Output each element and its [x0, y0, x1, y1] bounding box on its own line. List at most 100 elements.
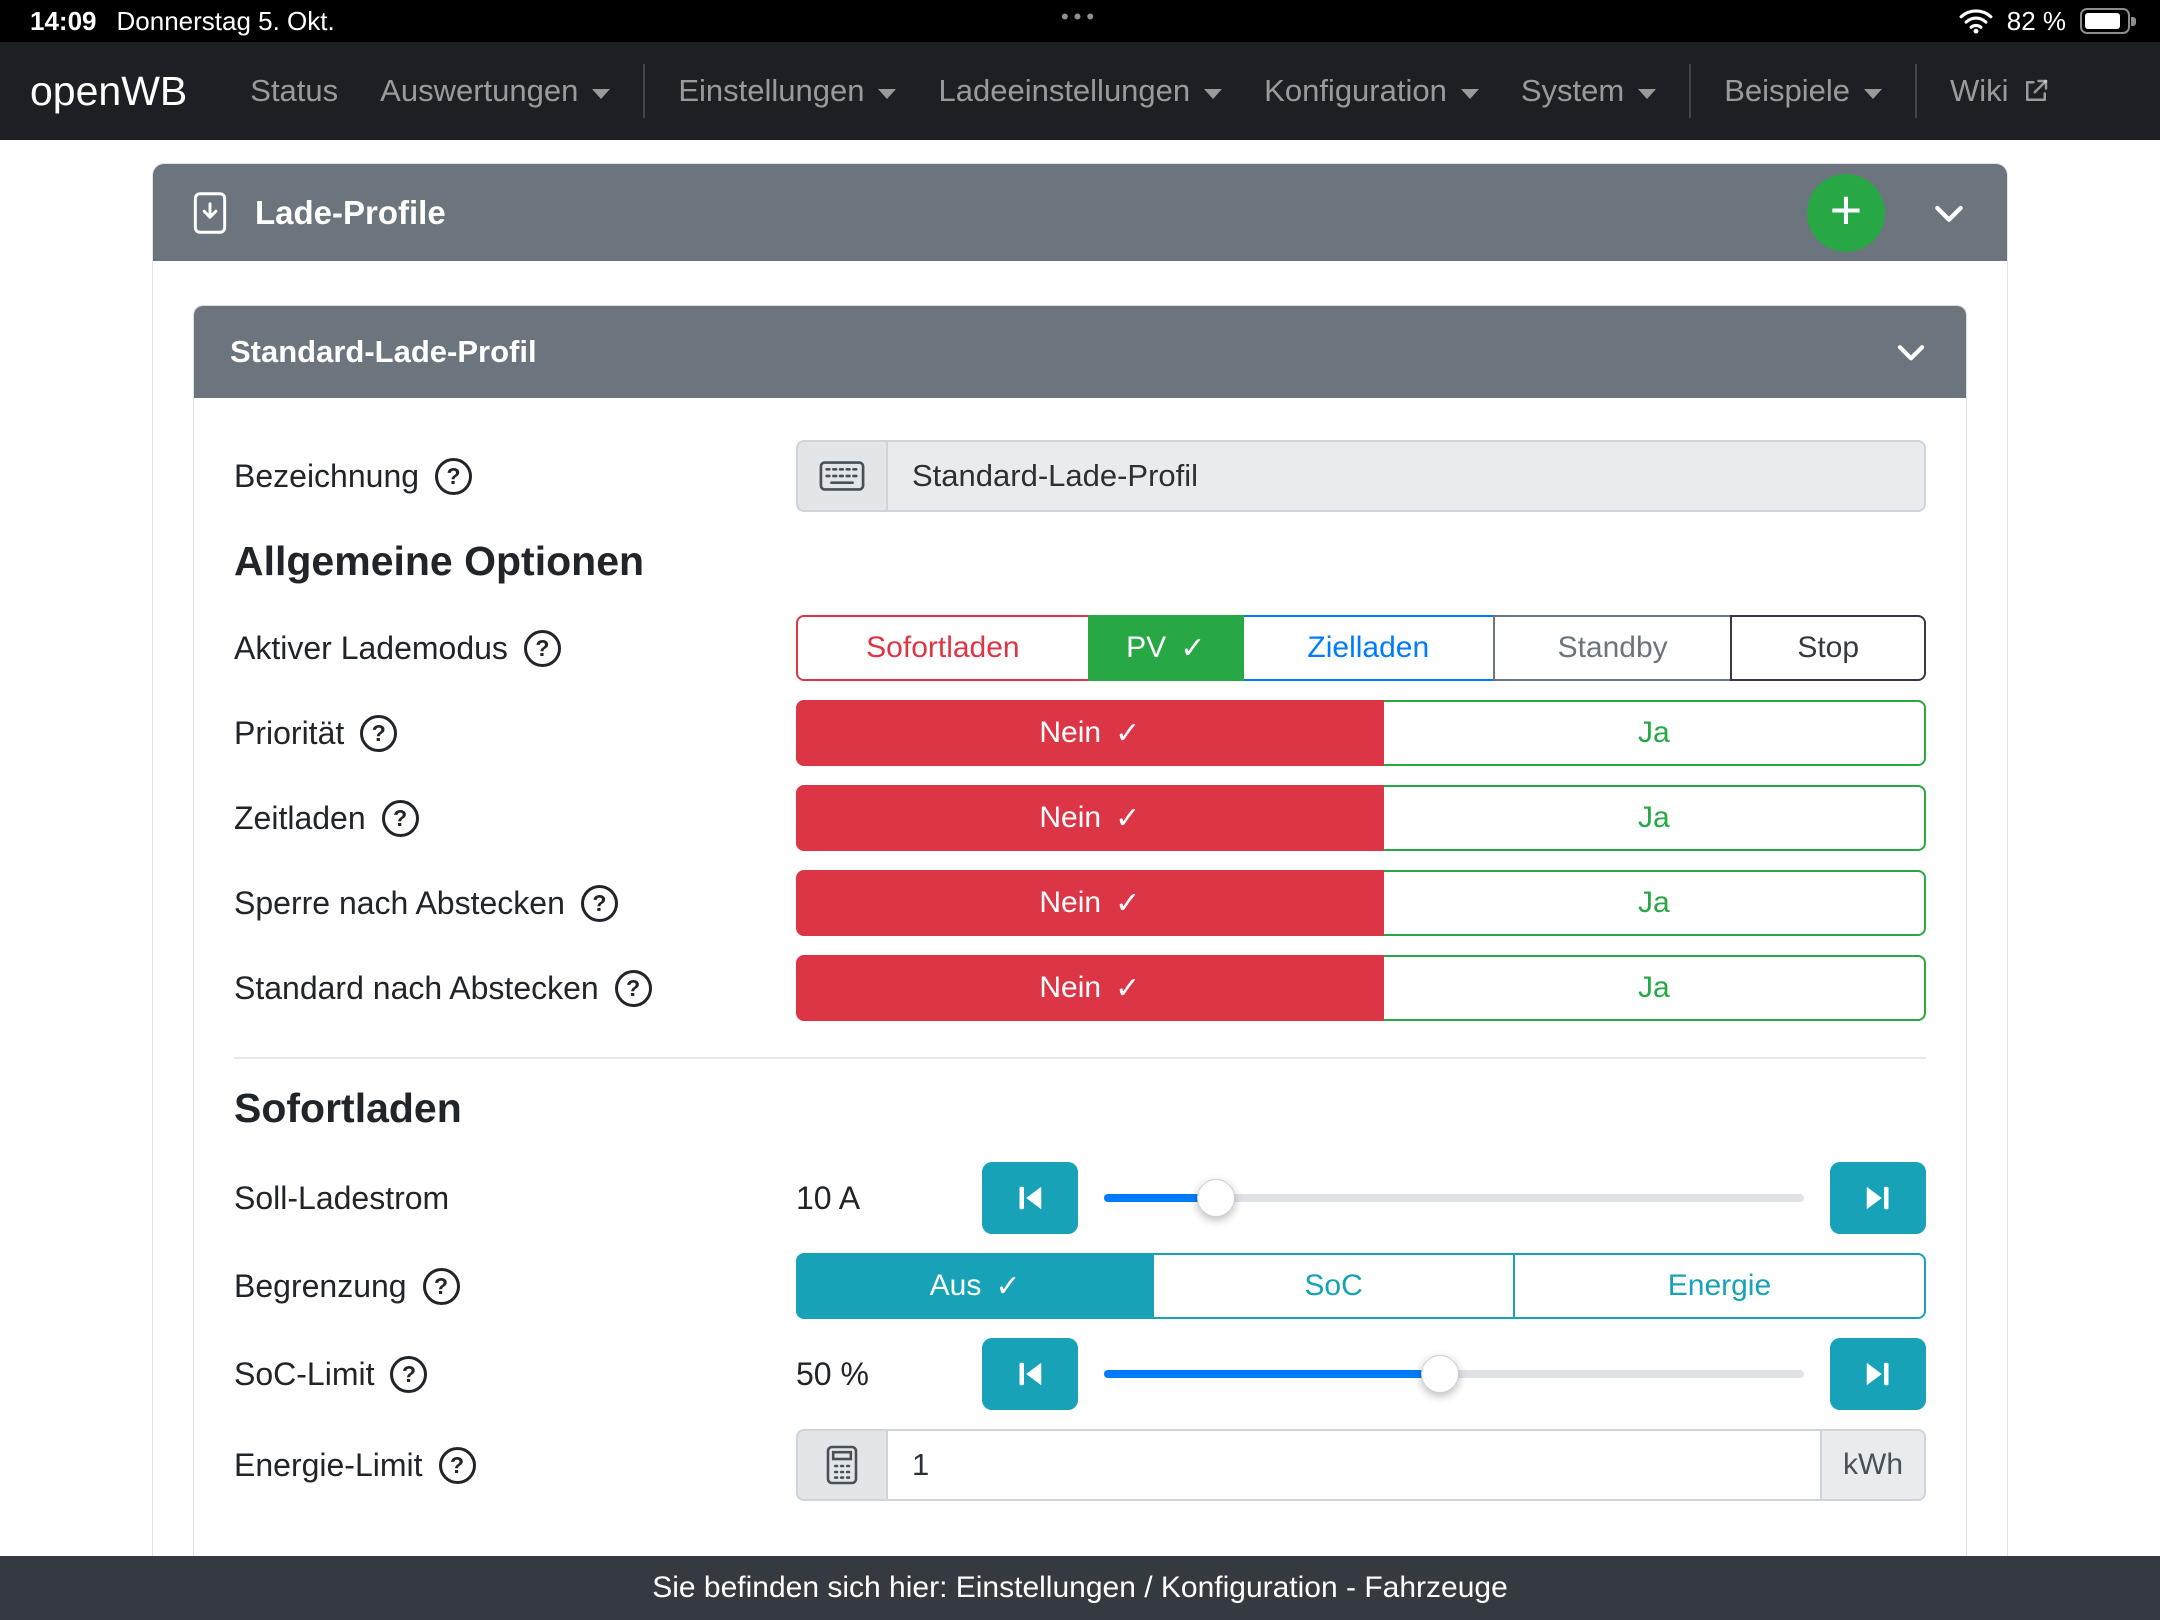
mode-zielladen-button[interactable]: Zielladen: [1242, 615, 1495, 681]
button-label: SoC: [1304, 1269, 1362, 1303]
help-icon[interactable]: ?: [390, 1356, 427, 1393]
caret-down-icon: [1204, 89, 1222, 99]
standard-profil-header[interactable]: Standard-Lade-Profil: [194, 306, 1966, 398]
multitask-dots-icon: •••: [1061, 4, 1099, 30]
button-label: Ja: [1638, 971, 1670, 1005]
button-label: Nein: [1039, 801, 1101, 835]
zeitladen-nein-button[interactable]: Nein ✓: [796, 785, 1384, 851]
nav-wiki[interactable]: Wiki: [1950, 73, 2051, 109]
begrenzung-aus-button[interactable]: Aus ✓: [796, 1253, 1154, 1319]
soll-ladestrom-slider[interactable]: [1104, 1162, 1804, 1234]
collapse-chevron-icon[interactable]: [1929, 193, 1969, 233]
bezeichnung-input-group: [796, 440, 1926, 512]
bezeichnung-input[interactable]: [886, 440, 1926, 512]
slider-max-button[interactable]: [1830, 1338, 1926, 1410]
date: Donnerstag 5. Okt.: [117, 6, 335, 37]
button-label: Ja: [1638, 886, 1670, 920]
soll-ladestrom-value: 10 A: [796, 1180, 982, 1217]
label-text: Begrenzung: [234, 1268, 407, 1305]
check-icon: ✓: [1180, 631, 1205, 666]
external-link-icon: [2021, 76, 2051, 106]
nav-label: Wiki: [1950, 73, 2009, 109]
nav-label: System: [1521, 73, 1624, 109]
standard-profil-body: Bezeichnung ?: [194, 398, 1966, 1556]
mode-sofortladen-button[interactable]: Sofortladen: [796, 615, 1090, 681]
slider-min-button[interactable]: [982, 1338, 1078, 1410]
battery-fill: [2085, 13, 2120, 29]
check-icon: ✓: [995, 1269, 1020, 1304]
soll-ladestrom-label: Soll-Ladestrom: [234, 1180, 796, 1217]
help-icon[interactable]: ?: [439, 1447, 476, 1484]
sperre-ja-button[interactable]: Ja: [1382, 870, 1926, 936]
bezeichnung-label: Bezeichnung ?: [234, 458, 796, 495]
begrenzung-energie-button[interactable]: Energie: [1513, 1253, 1926, 1319]
prioritaet-button-group: Nein ✓ Ja: [796, 700, 1926, 766]
section-divider: [234, 1057, 1926, 1059]
standard-ja-button[interactable]: Ja: [1382, 955, 1926, 1021]
label-text: Sperre nach Abstecken: [234, 885, 565, 922]
battery-icon: [2080, 8, 2130, 34]
nav-label: Konfiguration: [1264, 73, 1447, 109]
slider-min-button[interactable]: [982, 1162, 1078, 1234]
slider-thumb[interactable]: [1197, 1179, 1235, 1217]
nav-einstellungen[interactable]: Einstellungen: [678, 73, 896, 109]
soc-limit-control: 50 %: [796, 1338, 1926, 1410]
mode-pv-button[interactable]: PV ✓: [1088, 615, 1244, 681]
soc-limit-slider[interactable]: [1104, 1338, 1804, 1410]
row-lademodus: Aktiver Lademodus ? Sofortladen PV: [234, 615, 1926, 681]
help-icon[interactable]: ?: [524, 630, 561, 667]
help-icon[interactable]: ?: [382, 800, 419, 837]
nav-status[interactable]: Status: [250, 73, 338, 109]
lade-profile-card: Lade-Profile + Standard-Lade-Profil: [152, 163, 2008, 1556]
nav-konfiguration[interactable]: Konfiguration: [1264, 73, 1479, 109]
row-soc-limit: SoC-Limit ? 50 %: [234, 1338, 1926, 1410]
button-label: Zielladen: [1307, 631, 1429, 665]
nav-divider: [1915, 64, 1917, 118]
mode-standby-button[interactable]: Standby: [1493, 615, 1733, 681]
help-icon[interactable]: ?: [360, 715, 397, 752]
prioritaet-ja-button[interactable]: Ja: [1382, 700, 1926, 766]
zeitladen-label: Zeitladen ?: [234, 800, 796, 837]
nav-system[interactable]: System: [1521, 73, 1656, 109]
help-icon[interactable]: ?: [435, 458, 472, 495]
lademodus-button-group: Sofortladen PV ✓ Zielladen: [796, 615, 1926, 681]
keyboard-icon: [796, 440, 886, 512]
standard-nein-button[interactable]: Nein ✓: [796, 955, 1384, 1021]
slider-max-button[interactable]: [1830, 1162, 1926, 1234]
standard-button-group: Nein ✓ Ja: [796, 955, 1926, 1021]
nav-label: Status: [250, 73, 338, 109]
nav-label: Beispiele: [1724, 73, 1850, 109]
brand-openwb[interactable]: openWB: [30, 68, 187, 115]
skip-end-icon: [1860, 1180, 1896, 1216]
begrenzung-soc-button[interactable]: SoC: [1152, 1253, 1515, 1319]
nav-beispiele[interactable]: Beispiele: [1724, 73, 1882, 109]
add-profile-button[interactable]: +: [1807, 174, 1885, 252]
nav-ladeeinstellungen[interactable]: Ladeeinstellungen: [938, 73, 1222, 109]
nav-label: Einstellungen: [678, 73, 864, 109]
begrenzung-button-group: Aus ✓ SoC Energie: [796, 1253, 1926, 1319]
standard-lade-profil-card: Standard-Lade-Profil Bezeichnung ?: [193, 305, 1967, 1556]
help-icon[interactable]: ?: [423, 1268, 460, 1305]
nav-divider: [643, 64, 645, 118]
label-text: Zeitladen: [234, 800, 366, 837]
help-icon[interactable]: ?: [615, 970, 652, 1007]
sperre-nein-button[interactable]: Nein ✓: [796, 870, 1384, 936]
button-label: Nein: [1039, 886, 1101, 920]
energie-limit-input[interactable]: [886, 1429, 1822, 1501]
collapse-chevron-icon[interactable]: [1892, 333, 1930, 371]
zeitladen-ja-button[interactable]: Ja: [1382, 785, 1926, 851]
prioritaet-nein-button[interactable]: Nein ✓: [796, 700, 1384, 766]
mode-stop-button[interactable]: Stop: [1730, 615, 1926, 681]
status-right: 82 %: [1959, 6, 2130, 37]
slider-thumb[interactable]: [1421, 1355, 1459, 1393]
breadcrumb: Sie befinden sich hier: Einstellungen / …: [652, 1571, 1508, 1605]
button-label: Stop: [1797, 631, 1859, 665]
breadcrumb-footer: Sie befinden sich hier: Einstellungen / …: [0, 1556, 2160, 1620]
main-content: Lade-Profile + Standard-Lade-Profil: [0, 140, 2160, 1556]
help-icon[interactable]: ?: [581, 885, 618, 922]
sperre-button-group: Nein ✓ Ja: [796, 870, 1926, 936]
button-label: Standby: [1558, 631, 1668, 665]
skip-start-icon: [1012, 1356, 1048, 1392]
nav-auswertungen[interactable]: Auswertungen: [380, 73, 610, 109]
clock: 14:09: [30, 6, 97, 37]
